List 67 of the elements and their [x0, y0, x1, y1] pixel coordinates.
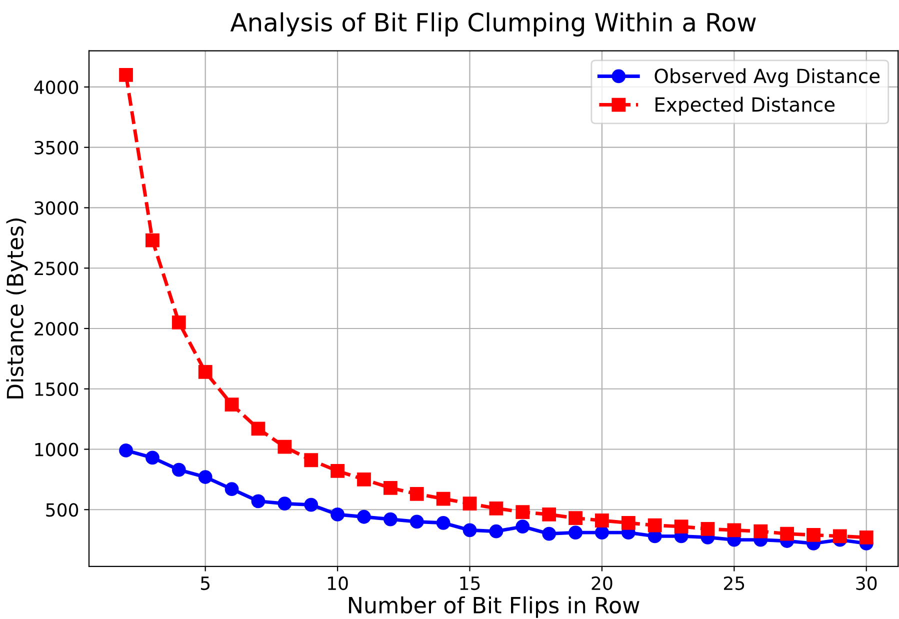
point [278, 440, 292, 454]
point [278, 496, 292, 511]
point [489, 524, 504, 538]
point [516, 505, 530, 519]
point [198, 365, 212, 379]
y-tick-label: 3000 [34, 201, 78, 215]
point [700, 522, 715, 536]
y-axis-title: Distance (Bytes) [6, 218, 28, 398]
x-axis-title: Number of Bit Flips in Row [349, 596, 640, 618]
x-tick-label: 5 [200, 576, 210, 590]
point [224, 482, 239, 496]
y-tick-label: 1000 [35, 442, 78, 456]
point [568, 526, 582, 540]
point [172, 316, 186, 330]
point [595, 526, 609, 540]
point [754, 524, 768, 538]
point [383, 512, 398, 526]
point [330, 508, 344, 522]
point [172, 462, 186, 477]
point [489, 501, 504, 516]
point [436, 492, 450, 506]
chart-title: Analysis of Bit Flip Clumping Within a Row [230, 12, 756, 37]
point [198, 470, 212, 484]
point [410, 514, 424, 529]
point [516, 520, 530, 534]
point [304, 498, 318, 512]
x-tick-label: 15 [460, 576, 480, 590]
y-tick-label: 1500 [35, 382, 78, 396]
point [727, 523, 742, 538]
point [251, 494, 266, 508]
y-tick-label: 2500 [34, 262, 78, 276]
x-tick-label: 30 [856, 576, 877, 590]
point [251, 422, 266, 436]
point [119, 444, 133, 458]
point [146, 450, 160, 465]
point [462, 496, 477, 511]
point [357, 510, 371, 524]
y-tick-label: 2000 [34, 322, 78, 336]
legend-label: Observed Avg Distance [654, 68, 880, 88]
y-tick-label: 3500 [34, 140, 78, 154]
legend-label: Expected Distance [656, 96, 835, 116]
point [568, 511, 582, 526]
point [462, 523, 477, 538]
point [832, 529, 847, 544]
point [410, 486, 424, 501]
point [224, 398, 239, 412]
point [780, 526, 794, 541]
x-tick-label: 10 [328, 576, 348, 590]
point [806, 528, 820, 542]
x-tick-label: 25 [724, 576, 744, 590]
x-tick-label: 20 [592, 576, 612, 590]
point [595, 514, 609, 528]
point [119, 68, 133, 82]
point [330, 464, 344, 478]
point [674, 520, 688, 534]
point [621, 516, 636, 530]
point [383, 480, 398, 495]
point [542, 508, 556, 522]
point [648, 518, 662, 532]
point [859, 530, 874, 544]
point [357, 472, 371, 486]
y-tick-label: 500 [46, 503, 78, 517]
point [146, 233, 160, 248]
y-tick-label: 4000 [34, 80, 78, 94]
point [542, 526, 556, 541]
point [436, 516, 450, 530]
point [304, 453, 318, 468]
